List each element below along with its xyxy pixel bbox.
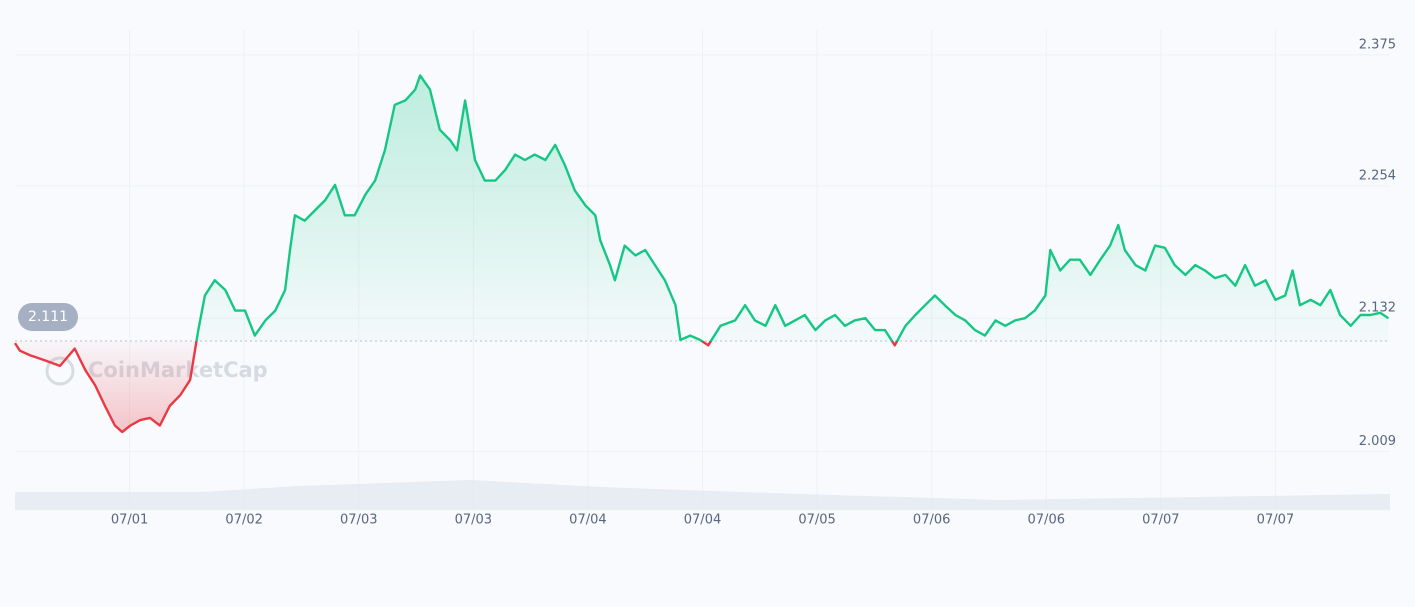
x-tick-label: 07/04	[684, 513, 721, 528]
y-tick-label: 2.009	[1359, 434, 1396, 449]
x-tick-label: 07/06	[913, 513, 950, 528]
x-tick-label: 07/06	[1028, 513, 1065, 528]
x-tick-label: 07/04	[569, 513, 606, 528]
x-tick-label: 07/07	[1142, 513, 1179, 528]
x-tick-label: 07/02	[225, 513, 262, 528]
x-tick-label: 07/07	[1257, 513, 1294, 528]
baseline-badge	[18, 302, 78, 331]
y-tick-label: 2.254	[1359, 169, 1396, 184]
baseline-label: 2.111	[28, 309, 68, 325]
price-line	[13, 74, 1390, 434]
x-tick-label: 07/03	[455, 513, 492, 528]
x-tick-label: 07/01	[111, 513, 148, 528]
x-tick-label: 07/03	[340, 513, 377, 528]
volume-area	[15, 480, 1390, 510]
y-tick-label: 2.132	[1359, 301, 1396, 316]
x-tick-label: 07/05	[798, 513, 835, 528]
y-tick-label: 2.375	[1359, 37, 1396, 52]
